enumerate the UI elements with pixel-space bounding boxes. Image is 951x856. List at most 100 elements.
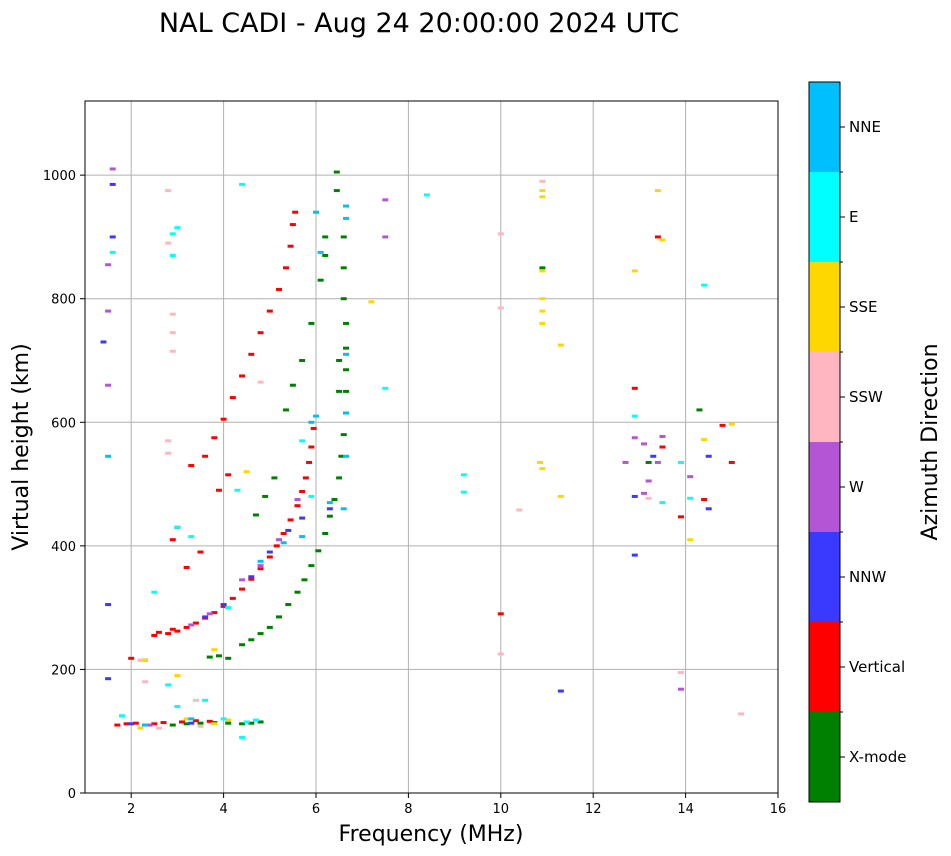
data-point-sse — [142, 658, 149, 662]
data-point-sse — [137, 726, 144, 730]
data-point-vertical — [292, 210, 299, 214]
data-point-vertical — [302, 476, 309, 480]
x-tick-label: 2 — [127, 802, 135, 817]
data-point-nne — [299, 535, 306, 539]
y-tick-label: 600 — [51, 416, 76, 431]
data-point-ssw — [155, 726, 162, 730]
data-point-vertical — [282, 266, 289, 270]
data-point-ssw — [257, 380, 264, 384]
data-point-nne — [343, 411, 350, 415]
colorbar-label: SSW — [849, 388, 883, 406]
chart-title: NAL CADI - Aug 24 20:00:00 2024 UTC — [159, 8, 679, 39]
data-point-nnw — [109, 182, 116, 186]
data-point-sse — [539, 297, 546, 301]
data-point-e — [169, 253, 176, 257]
data-point-e — [659, 501, 666, 505]
data-point-vertical — [299, 489, 306, 493]
y-tick-label: 200 — [51, 663, 76, 678]
data-point-ssw — [165, 439, 172, 443]
data-point-ssw — [165, 451, 172, 455]
data-point-e — [382, 386, 389, 390]
data-point-x-mode — [317, 278, 324, 282]
y-tick-label: 1000 — [43, 169, 76, 184]
data-point-x-mode — [289, 383, 296, 387]
data-point-vertical — [188, 464, 195, 468]
data-point-x-mode — [696, 408, 703, 412]
data-point-e — [234, 488, 241, 492]
data-point-vertical — [654, 235, 661, 239]
data-point-x-mode — [271, 476, 278, 480]
data-point-vertical — [239, 587, 246, 591]
data-point-nne — [343, 204, 350, 208]
data-point-x-mode — [225, 656, 232, 660]
data-point-vertical — [192, 621, 199, 625]
x-tick-label: 10 — [493, 802, 510, 817]
data-point-vertical — [160, 721, 167, 725]
x-axis-ticks: 2 4 6 8 10 12 14 16 — [127, 793, 786, 817]
data-point-w — [109, 167, 116, 171]
data-point-sse — [539, 321, 546, 325]
data-point-x-mode — [322, 235, 329, 239]
data-point-x-mode — [338, 454, 345, 458]
data-point-nnw — [705, 454, 712, 458]
data-point-vertical — [174, 629, 181, 633]
x-tick-label: 16 — [770, 802, 787, 817]
data-point-nnw — [299, 516, 306, 520]
data-point-ssw — [738, 712, 745, 716]
data-point-nne — [308, 420, 315, 424]
data-point-vertical — [239, 374, 246, 378]
data-point-ssw — [645, 496, 652, 500]
data-point-x-mode — [276, 615, 283, 619]
data-point-w — [257, 564, 264, 568]
data-point-e — [151, 590, 158, 594]
data-point-sse — [687, 538, 694, 542]
colorbar-swatch — [809, 712, 840, 802]
data-point-nne — [188, 717, 195, 721]
data-point-nne — [280, 541, 287, 545]
colorbar-swatch — [809, 352, 840, 442]
data-point-vertical — [114, 723, 121, 727]
data-point-vertical — [719, 423, 726, 427]
x-tick-label: 4 — [219, 802, 227, 817]
data-point-sse — [654, 189, 661, 193]
colorbar-label: W — [849, 478, 864, 496]
data-point-vertical — [276, 287, 283, 291]
data-point-nnw — [105, 603, 112, 607]
data-point-e — [174, 705, 181, 708]
data-point-vertical — [220, 604, 227, 608]
data-point-x-mode — [322, 253, 329, 257]
data-point-w — [645, 479, 652, 483]
data-point-e — [165, 683, 172, 687]
data-point-vertical — [225, 473, 232, 477]
data-point-ssw — [169, 349, 176, 353]
data-point-vertical — [677, 515, 684, 519]
data-point-e — [174, 226, 181, 230]
data-point-nne — [343, 454, 350, 458]
data-point-vertical — [728, 460, 735, 464]
data-point-w — [146, 723, 153, 727]
data-point-w — [206, 612, 213, 616]
data-point-vertical — [273, 544, 280, 548]
data-point-vertical — [289, 223, 296, 227]
data-point-e — [631, 414, 638, 418]
data-point-vertical — [169, 627, 176, 631]
data-point-vertical — [169, 538, 176, 542]
data-point-e — [243, 720, 250, 724]
data-point-sse — [557, 494, 564, 498]
data-point-ssw — [165, 241, 172, 245]
data-point-x-mode — [282, 408, 289, 412]
data-point-w — [382, 198, 389, 202]
data-point-e — [423, 193, 430, 197]
data-point-ssw — [497, 652, 504, 656]
data-point-sse — [539, 269, 546, 273]
x-tick-label: 12 — [585, 802, 602, 817]
data-point-nnw — [557, 689, 564, 693]
data-point-nnw — [109, 235, 116, 239]
data-point-nnw — [650, 454, 657, 458]
grid-lines — [85, 101, 779, 794]
data-point-e — [677, 460, 684, 464]
colorbar-label: E — [849, 208, 858, 226]
data-point-x-mode — [197, 721, 204, 725]
data-point-x-mode — [343, 389, 350, 393]
data-point-e — [460, 490, 467, 494]
